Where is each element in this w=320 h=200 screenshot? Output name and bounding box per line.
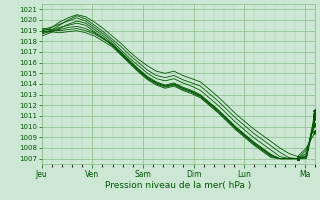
- X-axis label: Pression niveau de la mer( hPa ): Pression niveau de la mer( hPa ): [105, 181, 252, 190]
